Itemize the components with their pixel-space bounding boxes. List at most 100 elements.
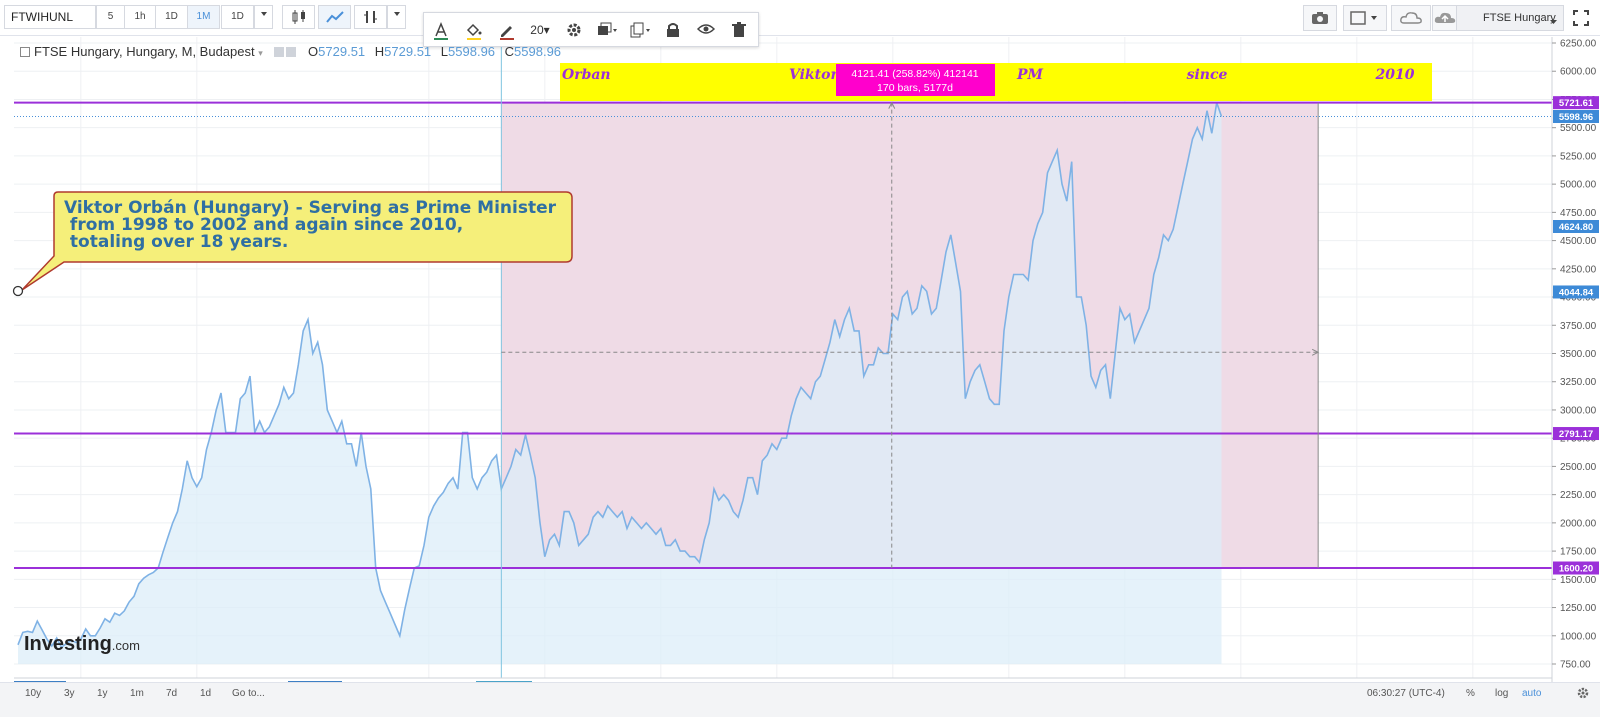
- compare-symbol-input[interactable]: FTSE Hungary: [1456, 5, 1564, 31]
- hide-button[interactable]: [689, 13, 722, 48]
- candles-icon: [292, 10, 305, 24]
- banner-box[interactable]: [560, 63, 1432, 101]
- callout-line3: totaling over 18 years.: [64, 232, 288, 252]
- legend-settings-icon[interactable]: [274, 47, 285, 57]
- price-badge-bg: [1553, 96, 1599, 110]
- gear-icon: [1577, 687, 1589, 699]
- start-date-badge-bg: [14, 681, 66, 682]
- y-tick-label: 3500.00: [1560, 349, 1597, 360]
- delete-button[interactable]: [722, 13, 755, 48]
- auto-scale-toggle[interactable]: auto: [1522, 688, 1542, 699]
- font-size-select[interactable]: 20▾: [530, 23, 550, 37]
- price-badge: 2791.17: [1559, 429, 1593, 440]
- snapshot-button[interactable]: [1303, 5, 1337, 31]
- indicators-dropdown[interactable]: [387, 5, 406, 29]
- text-color-button[interactable]: [424, 13, 457, 48]
- banner-word-viktor: Viktor: [789, 67, 839, 83]
- area-chart-button[interactable]: [318, 5, 351, 29]
- y-tick-label: 3750.00: [1560, 321, 1597, 332]
- y-tick-label: 3000.00: [1560, 405, 1597, 416]
- open-value: 5729.51: [318, 44, 366, 59]
- legend-hide-icon[interactable]: [286, 47, 297, 57]
- price-chart[interactable]: Orban Viktor PM since 2010 4121.41 (258.…: [0, 0, 1600, 682]
- eye-icon: [696, 24, 715, 34]
- y-tick-label: 1000.00: [1560, 631, 1597, 642]
- area-chart-icon: [325, 11, 344, 23]
- goto-date-button[interactable]: Go to...: [232, 688, 265, 699]
- price-badge-bg: [1553, 561, 1599, 575]
- log-scale-toggle[interactable]: log: [1495, 688, 1509, 699]
- chevron-down-icon: [393, 12, 400, 16]
- low-label: L: [440, 44, 449, 59]
- y-tick-label: 4500.00: [1560, 236, 1597, 247]
- cloud-icon: [1400, 12, 1422, 24]
- line-color-button[interactable]: [490, 13, 523, 48]
- callout-line1: Viktor Orbán (Hungary) - Serving as Prim…: [64, 198, 557, 218]
- mid-date-badge-bg: [288, 681, 342, 682]
- interval-button-1d-alt[interactable]: 1D: [221, 5, 254, 29]
- clone-button[interactable]: [623, 13, 656, 48]
- collapse-legend-icon[interactable]: [20, 47, 30, 57]
- series-name[interactable]: FTSE Hungary, Hungary, M, Budapest: [34, 44, 255, 59]
- font-size-value: 20: [530, 23, 544, 37]
- fullscreen-button[interactable]: [1566, 5, 1596, 31]
- interval-button-1m[interactable]: 1M: [187, 5, 220, 29]
- pencil-icon: [499, 26, 514, 40]
- y-tick-label: 1750.00: [1560, 547, 1597, 558]
- percent-scale-toggle[interactable]: %: [1466, 688, 1475, 699]
- y-tick-label: 3250.00: [1560, 377, 1597, 388]
- interval-dropdown[interactable]: [254, 5, 273, 29]
- clock-time: 06:30:27 (UTC-4): [1367, 688, 1445, 699]
- y-tick-label: 4250.00: [1560, 264, 1597, 275]
- series-legend: FTSE Hungary, Hungary, M, Budapest ▾ O57…: [20, 44, 561, 59]
- callout-anchor-handle[interactable]: [12, 285, 24, 297]
- measure-label-line1: 4121.41 (258.82%) 412141: [851, 68, 978, 80]
- investing-logo: Investing.com: [24, 633, 140, 656]
- settings-button[interactable]: [557, 13, 590, 48]
- chart-settings-button[interactable]: [1577, 686, 1589, 704]
- cloud-load-button[interactable]: [1391, 5, 1431, 31]
- layout-button[interactable]: [1343, 5, 1387, 31]
- y-tick-label: 1500.00: [1560, 575, 1597, 586]
- candles-button[interactable]: [282, 5, 315, 29]
- indicators-button[interactable]: [354, 5, 387, 29]
- range-10y[interactable]: 10y: [25, 688, 42, 699]
- banner-word-since: since: [1187, 67, 1228, 83]
- range-7d[interactable]: 7d: [166, 688, 178, 699]
- camera-icon: [1312, 12, 1328, 24]
- price-badge-bg: [1553, 219, 1599, 233]
- visual-order-button[interactable]: [590, 13, 623, 48]
- symbol-input[interactable]: FTWIHUNL: [4, 5, 96, 29]
- price-badge-bg: [1553, 110, 1599, 124]
- y-tick-label: 2500.00: [1560, 462, 1597, 473]
- range-3y[interactable]: 3y: [64, 688, 75, 699]
- y-tick-label: 750.00: [1560, 660, 1591, 671]
- y-tick-label: 5000.00: [1560, 180, 1597, 191]
- cloud-save-button[interactable]: [1432, 5, 1458, 31]
- price-badge-bg: [1553, 285, 1599, 299]
- y-tick-label: 5500.00: [1560, 123, 1597, 134]
- measure-arrow-up: [888, 101, 896, 109]
- fill-color-button[interactable]: [457, 13, 490, 48]
- compare-dropdown[interactable]: [1549, 13, 1558, 31]
- clone-icon: [630, 22, 650, 38]
- range-1d[interactable]: 1d: [200, 688, 212, 699]
- y-tick-label: 2250.00: [1560, 490, 1597, 501]
- callout-box[interactable]: [21, 191, 573, 291]
- interval-button-1d[interactable]: 1D: [155, 5, 188, 29]
- gear-icon: [567, 23, 580, 37]
- horizontal-lines[interactable]: [14, 101, 1552, 570]
- banner-word-orban: Orban: [562, 67, 611, 83]
- cursor-date-badge-bg: [476, 681, 532, 682]
- y-tick-label: 6250.00: [1560, 39, 1597, 50]
- range-1y[interactable]: 1y: [97, 688, 108, 699]
- price-axis[interactable]: 750.00 1000.00 1250.00 1500.00 1750.00 2000.0…: [1552, 39, 1597, 671]
- legend-menu-chevron-icon[interactable]: ▾: [258, 48, 263, 58]
- logo-suffix: .com: [111, 638, 140, 653]
- bottom-bar: 10y 3y 1y 1m 7d 1d Go to... 06:30:27 (UT…: [0, 682, 1600, 717]
- price-badge: 4624.80: [1559, 222, 1593, 233]
- fill-bucket-icon: [466, 23, 481, 40]
- lock-button[interactable]: [656, 13, 689, 48]
- range-1m[interactable]: 1m: [130, 688, 144, 699]
- layers-icon: [597, 22, 617, 35]
